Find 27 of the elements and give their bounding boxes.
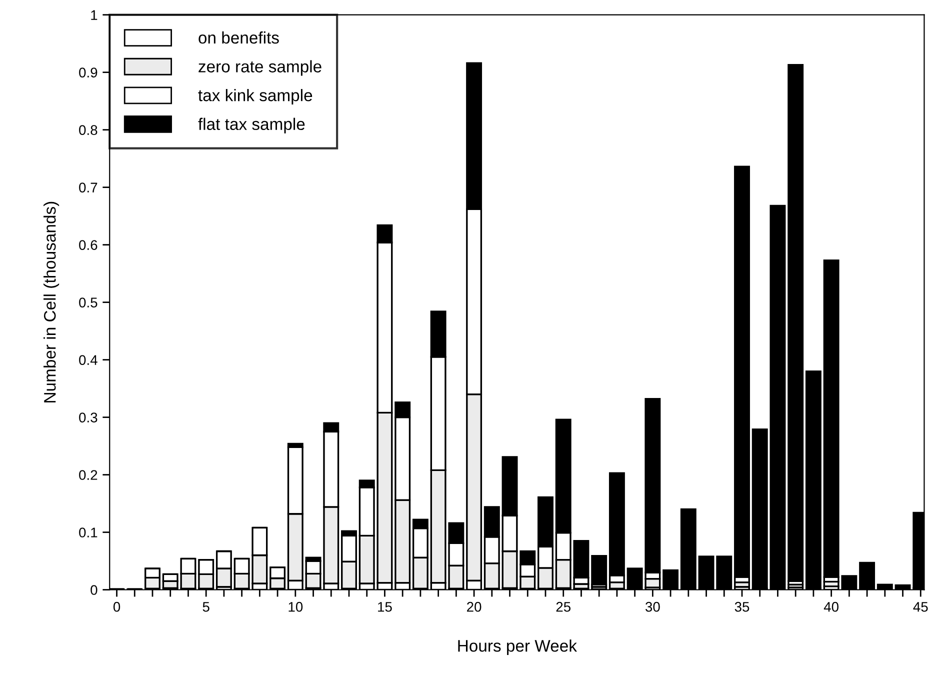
x-tick-label: 45 [913, 602, 928, 612]
y-tick-label: 0.9 [79, 68, 98, 78]
y-tick-label: 1 [91, 10, 98, 20]
y-tick-label: 0.3 [79, 412, 98, 422]
y-tick-label: 0.8 [79, 125, 98, 135]
x-tick-label: 25 [556, 602, 571, 612]
legend-label: tax kink sample [198, 89, 312, 105]
y-tick-label: 0.2 [79, 470, 98, 480]
x-tick-label: 30 [645, 602, 660, 612]
y-tick-label: 0.4 [79, 355, 98, 365]
legend-label: flat tax sample [198, 118, 305, 134]
legend-label: zero rate sample [198, 60, 322, 76]
x-tick-label: 10 [288, 602, 303, 612]
y-tick-label: 0.7 [79, 182, 98, 192]
x-tick-label: 35 [734, 602, 750, 612]
y-tick-label: 0 [90, 585, 98, 595]
x-tick-label: 0 [113, 602, 120, 612]
x-tick-label: 5 [202, 602, 210, 612]
y-tick-label: 0.1 [79, 528, 98, 538]
x-tick-label: 40 [824, 602, 838, 612]
x-tick-label: 15 [378, 602, 392, 612]
x-tick-label: 20 [467, 602, 482, 612]
y-tick-label: 0.6 [79, 240, 98, 250]
y-tick-label: 0.5 [79, 298, 98, 308]
x-axis-title: Hours per Week [458, 640, 577, 656]
y-axis-title: Number in Cell (thousands) [44, 202, 60, 402]
legend-label: on benefits [198, 31, 279, 44]
